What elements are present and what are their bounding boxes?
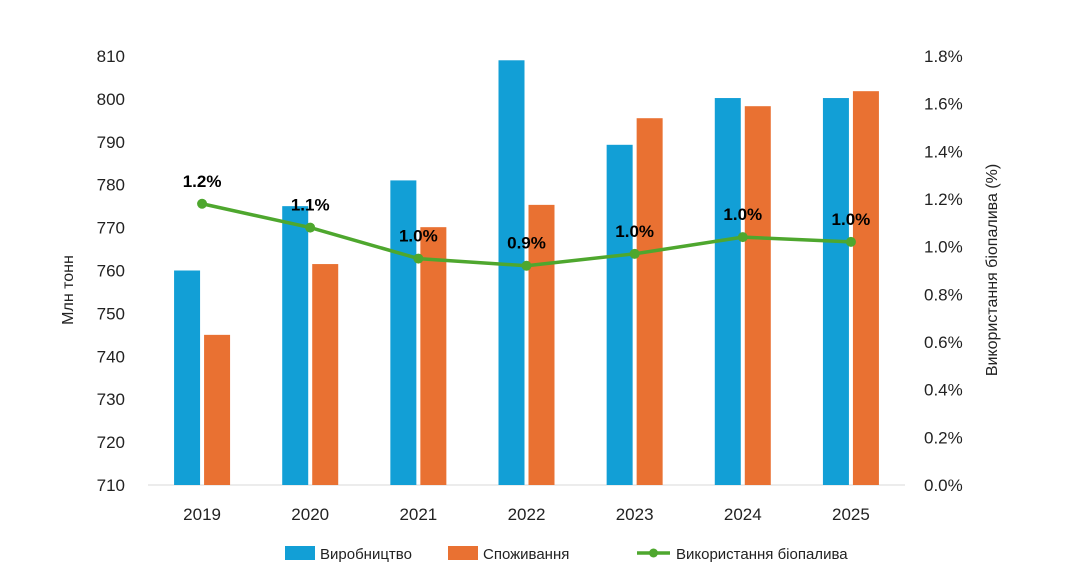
line-point (413, 253, 424, 264)
legend-label-production: Виробництво (320, 546, 412, 563)
y2-tick-label: 0.4% (924, 381, 963, 400)
y2-tick-label: 0.0% (924, 476, 963, 495)
y2-axis-title: Використання біопалива (%) (984, 164, 1001, 376)
bar-consumption (528, 204, 555, 485)
bar-production (498, 60, 525, 485)
line-point (845, 236, 856, 247)
legend-marker-biofuel (649, 548, 658, 558)
y2-tick-label: 1.6% (924, 95, 963, 114)
bar-consumption (420, 227, 447, 485)
line-point (197, 198, 208, 209)
y-axis-title: Млн тонн (60, 255, 77, 325)
y-tick-label: 760 (97, 262, 125, 281)
bar-production (174, 270, 201, 485)
data-label: 1.0% (832, 210, 871, 229)
data-label: 1.0% (615, 222, 654, 241)
legend-swatch-production (285, 546, 315, 560)
y-tick-label: 740 (97, 347, 125, 366)
y-tick-label: 800 (97, 90, 125, 109)
x-tick-label: 2025 (832, 505, 870, 524)
y2-tick-label: 0.2% (924, 428, 963, 447)
line-point (629, 248, 640, 259)
data-label: 1.2% (183, 172, 222, 191)
x-tick-label: 2022 (508, 505, 546, 524)
x-tick-label: 2020 (291, 505, 329, 524)
x-tick-label: 2021 (399, 505, 437, 524)
legend-label-consumption: Споживання (483, 546, 569, 563)
data-label: 1.1% (291, 196, 330, 215)
y-tick-label: 790 (97, 133, 125, 152)
data-label: 1.0% (723, 205, 762, 224)
legend-label-biofuel: Використання біопалива (676, 546, 848, 563)
line-point (521, 260, 532, 271)
data-label: 1.0% (399, 227, 438, 246)
y2-tick-label: 1.2% (924, 190, 963, 209)
line-point (737, 232, 748, 243)
y-tick-label: 730 (97, 390, 125, 409)
y-tick-label: 750 (97, 304, 125, 323)
y2-tick-label: 0.6% (924, 333, 963, 352)
x-tick-label: 2023 (616, 505, 654, 524)
y2-tick-label: 0.8% (924, 285, 963, 304)
bar-production (606, 144, 633, 486)
bar-consumption (852, 91, 879, 485)
data-label: 0.9% (507, 234, 546, 253)
line-point (305, 222, 316, 233)
legend-swatch-consumption (448, 546, 478, 560)
x-tick-label: 2019 (183, 505, 221, 524)
y-tick-label: 780 (97, 176, 125, 195)
bar-production (390, 180, 417, 485)
y2-tick-label: 1.0% (924, 238, 963, 257)
y-tick-label: 810 (97, 47, 125, 66)
bar-production (714, 98, 741, 486)
bar-consumption (312, 264, 339, 485)
y-tick-label: 770 (97, 219, 125, 238)
y2-tick-label: 1.4% (924, 142, 963, 161)
bar-consumption (744, 106, 771, 486)
bar-consumption (636, 118, 663, 485)
y-tick-label: 710 (97, 476, 125, 495)
y2-tick-label: 1.8% (924, 47, 963, 66)
y-tick-label: 720 (97, 433, 125, 452)
bar-production (282, 206, 309, 485)
bar-consumption (204, 334, 231, 485)
bar-production (822, 98, 849, 486)
x-tick-label: 2024 (724, 505, 762, 524)
